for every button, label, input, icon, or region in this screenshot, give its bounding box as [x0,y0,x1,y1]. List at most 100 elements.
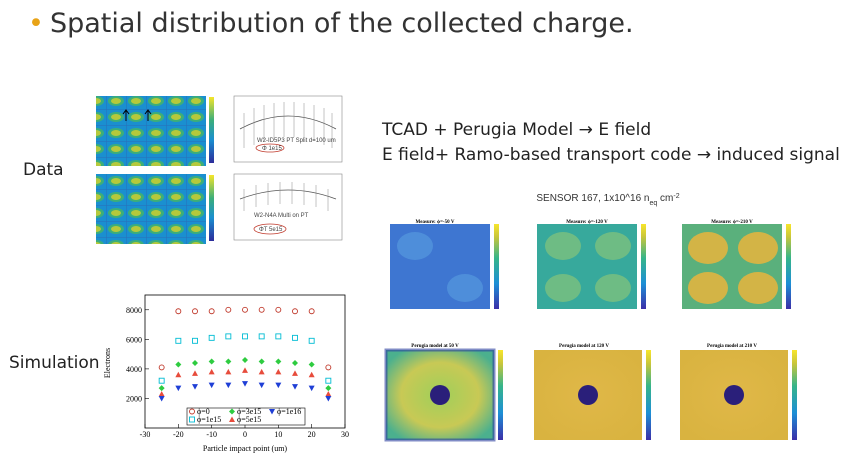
data-point [225,358,232,365]
data-point [275,333,282,340]
data-point [242,306,248,313]
data-point [242,333,248,340]
data-point [225,382,232,389]
x-tick-label: -30 [140,430,151,439]
data-point [192,384,198,390]
y-tick-label: 8000 [126,306,142,315]
title-text: Spatial distribution of the collected ch… [49,8,634,39]
data-point [175,371,182,378]
svg-text:Measure: ϕ=-120 V: Measure: ϕ=-120 V [566,220,608,225]
data-point [192,359,198,366]
data-point [308,361,315,368]
data-point [158,395,165,402]
legend-marker [189,408,195,415]
legend-marker [229,408,235,415]
svg-text:Perugia model at 120 V: Perugia model at 120 V [559,344,609,349]
y-axis-label: Electrons [103,348,112,378]
data-point [258,333,265,340]
measured-heatmap-1 [96,96,206,166]
measured-map-210: Measure: ϕ=-210 V [682,220,791,309]
model-map-50: Perugia model at 50 V [384,344,503,442]
x-tick-label: 20 [308,430,316,439]
data-point [308,337,315,344]
data-point [208,308,215,315]
data-point [242,357,248,364]
data-point [192,308,198,315]
data-figure: W2-ID5P3 PT Split d=100 um Φ 1e15 W2-N4A… [96,95,343,244]
y-tick-label: 4000 [126,365,142,374]
data-point [175,361,182,368]
data-point [208,368,215,375]
data-point [208,358,215,365]
legend-marker [229,416,235,422]
data-point [158,385,165,392]
simulation-label: Simulation [9,353,100,373]
data-point [225,333,232,340]
svg-text:Perugia model at 50 V: Perugia model at 50 V [411,344,459,349]
plot2-label: W2-N4A Multi on PT [254,213,309,219]
data-point [258,382,265,389]
data-point [158,377,165,384]
data-point [308,385,315,392]
measured-heatmap-2 [96,174,206,244]
data-point [258,368,265,375]
data-point [292,370,298,376]
plot1-badge: Φ 1e15 [262,146,282,152]
data-point [275,382,282,389]
x-tick-label: -20 [173,430,184,439]
legend-label: ϕ=5e15 [237,415,261,424]
data-point [325,385,332,392]
arrow-icon [122,109,152,121]
data-label: Data [23,160,64,180]
data-point [192,370,198,376]
data-point [292,384,298,390]
legend-marker [189,416,195,423]
legend: ϕ=0 ϕ=3e15 ϕ=1e16 ϕ=1e15 ϕ=5e15 [186,407,306,426]
colorbar-2 [209,175,214,241]
data-point [275,358,282,365]
data-point [225,306,232,313]
y-tick-label: 2000 [126,394,142,403]
data-point [225,368,232,375]
data-point [292,334,298,341]
data-point [258,306,265,313]
measured-map-120: Measure: ϕ=-120 V [537,220,646,309]
data-point [242,367,248,373]
simulation-chart: Electrons Particle impact point (um) -30… [103,294,349,453]
data-point [208,382,215,389]
data-point [208,334,215,341]
model-map-210: Perugia model at 210 V [680,344,797,440]
legend-label: ϕ=0 [197,407,210,416]
data-point [325,395,332,402]
sensor-figure: SENSOR 167, 1x10^16 neq cm-2 Measure: ϕ=… [384,193,797,442]
data-point [175,385,182,392]
y-tick-label: 6000 [126,335,142,344]
bullet-icon: • [28,8,44,39]
x-tick-label: -10 [206,430,217,439]
data-point [275,306,282,313]
colorbar-1 [209,97,214,163]
x-axis-label: Particle impact point (um) [203,444,288,453]
plot2-badge: ΦT 5e15 [259,227,283,233]
data-point [158,391,165,397]
data-point [175,308,182,315]
data-point [175,337,182,344]
legend-label: ϕ=1e15 [197,415,221,424]
slide-title: • Spatial distribution of the collected c… [28,8,634,39]
data-point [292,359,298,366]
model-map-120: Perugia model at 120 V [534,344,651,440]
tcad-line-1: TCAD + Perugia Model → E field [382,120,652,140]
legend-label: ϕ=1e16 [277,407,301,416]
measured-map-50: Measure: ϕ=-50 V [390,220,499,309]
x-tick-label: 30 [341,430,349,439]
data-point [325,364,332,371]
data-point [242,381,248,387]
plot1-label: W2-ID5P3 PT Split d=100 um [257,138,336,144]
svg-text:Measure: ϕ=-210 V: Measure: ϕ=-210 V [711,220,753,225]
data-point [308,308,315,315]
svg-text:Perugia model at 210 V: Perugia model at 210 V [707,344,757,349]
data-point [308,371,315,378]
data-point [275,368,282,375]
legend-marker [269,409,275,415]
legend-label: ϕ=3e15 [237,407,261,416]
